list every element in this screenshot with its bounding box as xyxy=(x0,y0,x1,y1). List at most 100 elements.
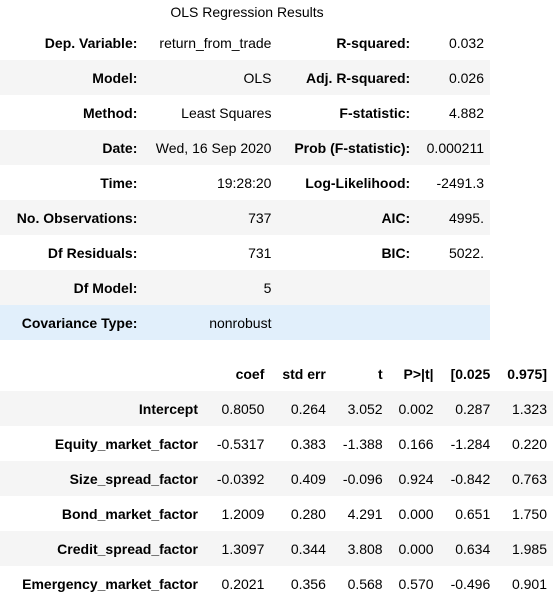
cell-ci-upper: 1.323 xyxy=(496,391,553,426)
cell-coef: -0.0392 xyxy=(204,461,271,496)
summary-key: AIC: xyxy=(273,200,413,235)
cell-t: -0.096 xyxy=(331,461,389,496)
header-t: t xyxy=(331,356,389,391)
cell-ci-lower: 0.287 xyxy=(439,391,497,426)
cell-ci-lower: -0.496 xyxy=(439,566,497,601)
summary-row: Model: OLS Adj. R-squared: 0.026 xyxy=(0,60,490,95)
summary-value: 5022. xyxy=(412,235,490,270)
cell-t: 3.052 xyxy=(331,391,389,426)
table-caption: OLS Regression Results xyxy=(170,4,324,20)
summary-row-highlighted: Covariance Type: nonrobust xyxy=(0,305,490,340)
summary-key xyxy=(273,305,413,340)
table-row: Intercept 0.8050 0.264 3.052 0.002 0.287… xyxy=(0,391,553,426)
summary-key: Log-Likelihood: xyxy=(273,165,413,200)
cell-ci-lower: 0.651 xyxy=(439,496,497,531)
summary-value: 4.882 xyxy=(412,95,490,130)
header-p-value: P>|t| xyxy=(388,356,440,391)
coefficients-table: coef std err t P>|t| [0.025 0.975] Inter… xyxy=(0,356,553,601)
header-ci-upper: 0.975] xyxy=(496,356,553,391)
summary-row: Method: Least Squares F-statistic: 4.882 xyxy=(0,95,490,130)
row-label: Emergency_market_factor xyxy=(0,566,204,601)
summary-key: No. Observations: xyxy=(0,200,144,235)
summary-key xyxy=(273,270,413,305)
table-row: Credit_spread_factor 1.3097 0.344 3.808 … xyxy=(0,531,553,566)
summary-value xyxy=(412,305,490,340)
row-label: Bond_market_factor xyxy=(0,496,204,531)
header-blank xyxy=(0,356,204,391)
summary-value: 731 xyxy=(143,235,274,270)
summary-key: Df Residuals: xyxy=(0,235,144,270)
summary-key: BIC: xyxy=(273,235,413,270)
header-ci-lower: [0.025 xyxy=(439,356,497,391)
cell-ci-lower: 0.634 xyxy=(439,531,497,566)
cell-p-value: 0.924 xyxy=(388,461,440,496)
cell-ci-upper: 0.763 xyxy=(496,461,553,496)
cell-std-err: 0.264 xyxy=(270,391,332,426)
summary-row: Dep. Variable: return_from_trade R-squar… xyxy=(0,25,490,60)
cell-std-err: 0.344 xyxy=(270,531,332,566)
summary-value: 0.000211 xyxy=(412,130,490,165)
cell-std-err: 0.356 xyxy=(270,566,332,601)
summary-row: Date: Wed, 16 Sep 2020 Prob (F-statistic… xyxy=(0,130,490,165)
summary-value: Least Squares xyxy=(143,95,274,130)
cell-ci-upper: 0.901 xyxy=(496,566,553,601)
table-row: Equity_market_factor -0.5317 0.383 -1.38… xyxy=(0,426,553,461)
summary-value: nonrobust xyxy=(143,305,274,340)
summary-value xyxy=(412,270,490,305)
cell-coef: 1.2009 xyxy=(204,496,271,531)
summary-key: Prob (F-statistic): xyxy=(273,130,413,165)
summary-key: Covariance Type: xyxy=(0,305,144,340)
row-label: Equity_market_factor xyxy=(0,426,204,461)
header-std-err: std err xyxy=(270,356,332,391)
table-row: Bond_market_factor 1.2009 0.280 4.291 0.… xyxy=(0,496,553,531)
header-coef: coef xyxy=(204,356,271,391)
cell-p-value: 0.000 xyxy=(388,531,440,566)
cell-ci-lower: -0.842 xyxy=(439,461,497,496)
cell-p-value: 0.166 xyxy=(388,426,440,461)
cell-ci-upper: 1.750 xyxy=(496,496,553,531)
cell-coef: 1.3097 xyxy=(204,531,271,566)
cell-coef: -0.5317 xyxy=(204,426,271,461)
cell-ci-upper: 1.985 xyxy=(496,531,553,566)
cell-t: -1.388 xyxy=(331,426,389,461)
summary-key: Dep. Variable: xyxy=(0,25,144,60)
summary-key: Date: xyxy=(0,130,144,165)
summary-value: OLS xyxy=(143,60,274,95)
cell-std-err: 0.383 xyxy=(270,426,332,461)
summary-value: Wed, 16 Sep 2020 xyxy=(143,130,274,165)
summary-key: Time: xyxy=(0,165,144,200)
cell-ci-upper: 0.220 xyxy=(496,426,553,461)
cell-t: 3.808 xyxy=(331,531,389,566)
summary-value: return_from_trade xyxy=(143,25,274,60)
summary-row: Df Residuals: 731 BIC: 5022. xyxy=(0,235,490,270)
summary-value: 5 xyxy=(143,270,274,305)
cell-std-err: 0.280 xyxy=(270,496,332,531)
summary-key: Method: xyxy=(0,95,144,130)
cell-std-err: 0.409 xyxy=(270,461,332,496)
cell-coef: 0.2021 xyxy=(204,566,271,601)
summary-row: Time: 19:28:20 Log-Likelihood: -2491.3 xyxy=(0,165,490,200)
summary-row: Df Model: 5 xyxy=(0,270,490,305)
cell-ci-lower: -1.284 xyxy=(439,426,497,461)
row-label: Intercept xyxy=(0,391,204,426)
summary-key: Adj. R-squared: xyxy=(273,60,413,95)
coef-header-row: coef std err t P>|t| [0.025 0.975] xyxy=(0,356,553,391)
summary-key: Df Model: xyxy=(0,270,144,305)
summary-value: 0.032 xyxy=(412,25,490,60)
cell-p-value: 0.000 xyxy=(388,496,440,531)
cell-t: 0.568 xyxy=(331,566,389,601)
summary-value: 0.026 xyxy=(412,60,490,95)
summary-key: R-squared: xyxy=(273,25,413,60)
row-label: Size_spread_factor xyxy=(0,461,204,496)
summary-value: 19:28:20 xyxy=(143,165,274,200)
table-row: Size_spread_factor -0.0392 0.409 -0.096 … xyxy=(0,461,553,496)
row-label: Credit_spread_factor xyxy=(0,531,204,566)
cell-p-value: 0.570 xyxy=(388,566,440,601)
table-row: Emergency_market_factor 0.2021 0.356 0.5… xyxy=(0,566,553,601)
summary-key: Model: xyxy=(0,60,144,95)
summary-value: 4995. xyxy=(412,200,490,235)
summary-key: F-statistic: xyxy=(273,95,413,130)
regression-summary-table: Dep. Variable: return_from_trade R-squar… xyxy=(0,25,490,340)
summary-value: -2491.3 xyxy=(412,165,490,200)
cell-t: 4.291 xyxy=(331,496,389,531)
